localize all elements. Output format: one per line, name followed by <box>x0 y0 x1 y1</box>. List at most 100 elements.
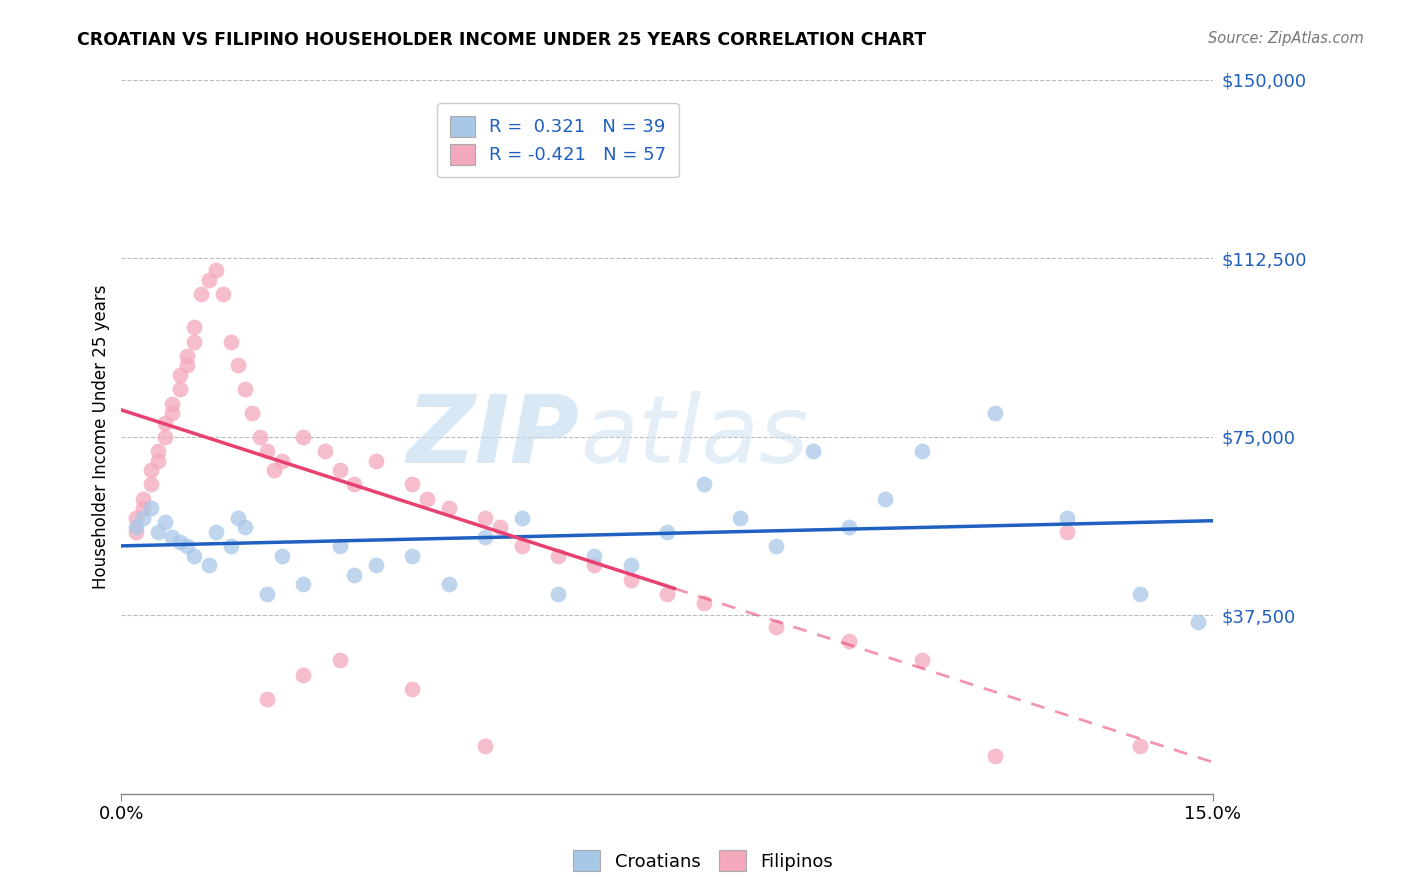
Point <box>1056 524 1078 539</box>
Point <box>176 539 198 553</box>
Point <box>162 530 184 544</box>
Point <box>583 558 606 573</box>
Point <box>838 634 860 648</box>
Point <box>132 510 155 524</box>
Point <box>219 539 242 553</box>
Point <box>176 349 198 363</box>
Point <box>364 453 387 467</box>
Legend: Croatians, Filipinos: Croatians, Filipinos <box>567 843 839 879</box>
Point <box>169 382 191 396</box>
Point <box>343 567 366 582</box>
Point <box>875 491 897 506</box>
Point <box>153 516 176 530</box>
Point <box>510 539 533 553</box>
Point <box>139 477 162 491</box>
Point <box>233 520 256 534</box>
Point <box>146 444 169 458</box>
Point <box>329 539 352 553</box>
Point <box>292 577 315 591</box>
Point <box>416 491 439 506</box>
Point <box>233 382 256 396</box>
Point <box>620 558 643 573</box>
Point <box>547 587 569 601</box>
Point <box>437 577 460 591</box>
Point <box>692 596 714 610</box>
Point <box>263 463 285 477</box>
Point <box>314 444 336 458</box>
Point <box>132 491 155 506</box>
Point <box>474 739 496 753</box>
Point <box>226 510 249 524</box>
Point <box>270 453 292 467</box>
Point <box>125 520 148 534</box>
Point <box>242 406 264 420</box>
Point <box>401 477 423 491</box>
Point <box>801 444 824 458</box>
Point <box>401 681 423 696</box>
Point <box>510 510 533 524</box>
Point <box>983 406 1005 420</box>
Point <box>474 530 496 544</box>
Point <box>765 620 787 634</box>
Point <box>547 549 569 563</box>
Point <box>153 430 176 444</box>
Point <box>249 430 271 444</box>
Point <box>197 558 219 573</box>
Y-axis label: Householder Income Under 25 years: Householder Income Under 25 years <box>93 285 110 589</box>
Point <box>146 524 169 539</box>
Point <box>583 549 606 563</box>
Point <box>620 573 643 587</box>
Point <box>219 334 242 349</box>
Text: Source: ZipAtlas.com: Source: ZipAtlas.com <box>1208 31 1364 46</box>
Point <box>125 510 148 524</box>
Text: CROATIAN VS FILIPINO HOUSEHOLDER INCOME UNDER 25 YEARS CORRELATION CHART: CROATIAN VS FILIPINO HOUSEHOLDER INCOME … <box>77 31 927 49</box>
Point <box>146 453 169 467</box>
Point <box>655 524 678 539</box>
Point <box>153 416 176 430</box>
Point <box>183 549 205 563</box>
Point <box>1129 739 1152 753</box>
Point <box>256 444 278 458</box>
Point <box>139 463 162 477</box>
Point <box>292 430 315 444</box>
Point <box>765 539 787 553</box>
Point <box>256 587 278 601</box>
Point <box>292 667 315 681</box>
Point <box>474 510 496 524</box>
Point <box>488 520 510 534</box>
Point <box>692 477 714 491</box>
Point <box>270 549 292 563</box>
Point <box>911 444 934 458</box>
Point <box>1056 510 1078 524</box>
Point <box>190 287 212 301</box>
Point <box>176 359 198 373</box>
Point <box>139 501 162 516</box>
Point <box>437 501 460 516</box>
Point <box>132 501 155 516</box>
Point <box>1129 587 1152 601</box>
Legend: R =  0.321   N = 39, R = -0.421   N = 57: R = 0.321 N = 39, R = -0.421 N = 57 <box>437 103 679 178</box>
Point <box>169 534 191 549</box>
Point <box>329 653 352 667</box>
Point <box>162 396 184 410</box>
Point <box>183 334 205 349</box>
Point <box>256 691 278 706</box>
Point <box>983 748 1005 763</box>
Point <box>655 587 678 601</box>
Point <box>401 549 423 563</box>
Point <box>169 368 191 382</box>
Point <box>205 524 228 539</box>
Point <box>162 406 184 420</box>
Point <box>1187 615 1209 630</box>
Point <box>364 558 387 573</box>
Point <box>728 510 751 524</box>
Text: ZIP: ZIP <box>406 391 579 483</box>
Point <box>212 287 235 301</box>
Point <box>911 653 934 667</box>
Point <box>205 263 228 277</box>
Point <box>838 520 860 534</box>
Point <box>183 320 205 334</box>
Text: atlas: atlas <box>579 392 808 483</box>
Point <box>329 463 352 477</box>
Point <box>343 477 366 491</box>
